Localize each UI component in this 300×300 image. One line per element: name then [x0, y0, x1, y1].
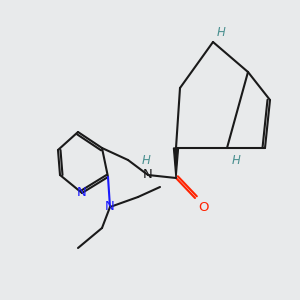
Text: H: H	[217, 26, 226, 39]
Text: H: H	[232, 154, 241, 167]
Text: O: O	[198, 201, 208, 214]
Text: H: H	[142, 154, 150, 167]
Text: N: N	[77, 187, 87, 200]
Text: N: N	[105, 200, 115, 214]
Text: N: N	[143, 169, 153, 182]
Polygon shape	[173, 148, 178, 178]
